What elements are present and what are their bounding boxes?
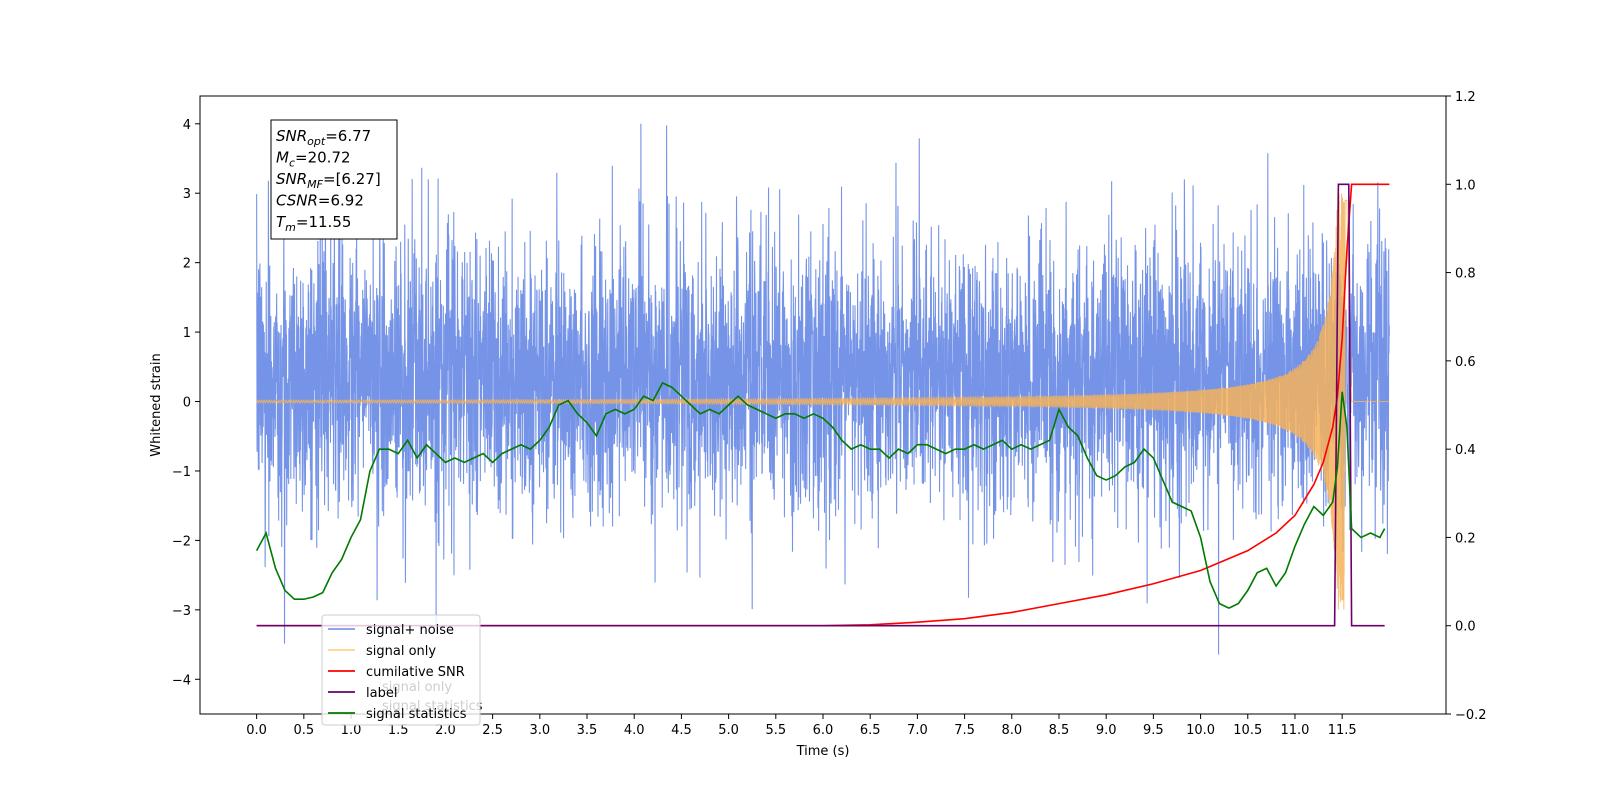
x-tick-label: 6.0 bbox=[813, 723, 834, 738]
y-tick-label: 1 bbox=[183, 326, 191, 341]
x-tick-label: 8.5 bbox=[1049, 723, 1070, 738]
x-tick-label: 5.5 bbox=[765, 723, 786, 738]
x-tick-label: 7.5 bbox=[954, 723, 975, 738]
y-axis-label: Whitened strain bbox=[149, 353, 164, 456]
x-tick-label: 5.0 bbox=[718, 723, 739, 738]
signal-series bbox=[256, 193, 1390, 610]
y-axis-right: −0.2 0.0 0.2 0.4 0.6 0.8 1.0 1.2 bbox=[1446, 90, 1487, 723]
x-tick-label: 9.5 bbox=[1143, 723, 1164, 738]
y2-tick-label: 1.2 bbox=[1455, 90, 1476, 105]
y2-tick-label: 0.4 bbox=[1455, 443, 1476, 458]
annotation-line: Mc=20.72 bbox=[276, 149, 351, 170]
x-tick-label: 2.5 bbox=[482, 723, 503, 738]
x-tick-label: 11.0 bbox=[1280, 723, 1309, 738]
noise-series bbox=[256, 123, 1390, 655]
annotation-line: Tm=11.55 bbox=[276, 213, 351, 234]
x-tick-label: 11.5 bbox=[1328, 723, 1357, 738]
x-tick-label: 10.5 bbox=[1233, 723, 1262, 738]
y-tick-label: −1 bbox=[172, 465, 191, 480]
x-tick-label: 10.0 bbox=[1186, 723, 1215, 738]
x-tick-label: 8.0 bbox=[1001, 723, 1022, 738]
y-tick-label: −3 bbox=[172, 604, 191, 619]
x-tick-label: 4.0 bbox=[624, 723, 645, 738]
x-tick-label: 1.0 bbox=[341, 723, 362, 738]
x-axis-label: Time (s) bbox=[796, 744, 850, 759]
x-tick-label: 0.5 bbox=[293, 723, 314, 738]
y2-tick-label: 0.0 bbox=[1455, 620, 1476, 635]
x-tick-label: 3.0 bbox=[529, 723, 550, 738]
annotation-frame bbox=[270, 119, 398, 240]
signal-statistics-line bbox=[255, 381, 1386, 609]
signal-trace bbox=[256, 193, 1390, 610]
annotation-line: SNRMF=[6.27] bbox=[276, 170, 381, 191]
annotation-line: CSNR=6.92 bbox=[276, 192, 364, 210]
y2-tick-label: 0.8 bbox=[1455, 267, 1476, 282]
cumulative-snr-line bbox=[256, 183, 1390, 627]
x-tick-label: 0.0 bbox=[246, 723, 267, 738]
x-tick-label: 4.5 bbox=[671, 723, 692, 738]
legend-entry: signal only bbox=[366, 644, 436, 659]
annotation-line: SNRopt=6.77 bbox=[276, 127, 371, 148]
x-tick-label: 6.5 bbox=[860, 723, 881, 738]
y2-tick-label: −0.2 bbox=[1455, 708, 1487, 723]
y2-tick-label: 0.2 bbox=[1455, 531, 1476, 546]
y-tick-label: 0 bbox=[183, 396, 191, 411]
x-tick-label: 3.5 bbox=[577, 723, 598, 738]
y-tick-label: −2 bbox=[172, 534, 191, 549]
noise-trace bbox=[256, 123, 1390, 655]
legend-entry: label bbox=[366, 686, 397, 701]
y2-tick-label: 1.0 bbox=[1455, 178, 1476, 193]
y-axis-left: −4 −3 −2 −1 0 1 2 3 4 bbox=[172, 118, 200, 688]
legend-entry: signal+ noise bbox=[366, 623, 454, 638]
legend: signal only signal statistics signal+ nois… bbox=[321, 614, 483, 726]
series-lines bbox=[255, 183, 1390, 627]
legend-entry: signal statistics bbox=[366, 707, 467, 722]
y2-tick-label: 0.6 bbox=[1455, 355, 1476, 370]
legend-frame bbox=[321, 614, 481, 726]
y-tick-label: 4 bbox=[183, 118, 191, 133]
x-tick-label: 2.0 bbox=[435, 723, 456, 738]
x-axis: 0.0 0.5 1.0 1.5 2.0 2.5 3.0 3.5 4.0 4.5 5.0 5.5 6.0 6… bbox=[246, 714, 1357, 738]
y-tick-label: −4 bbox=[172, 673, 191, 688]
annotation-box: SNRopt=6.77Mc=20.72SNRMF=[6.27]CSNR=6.92… bbox=[270, 119, 398, 240]
legend-entry: cumilative SNR bbox=[366, 665, 465, 680]
y-tick-label: 3 bbox=[183, 187, 191, 202]
x-tick-label: 7.0 bbox=[907, 723, 928, 738]
label-line bbox=[256, 183, 1385, 627]
x-tick-label: 9.0 bbox=[1096, 723, 1117, 738]
x-tick-label: 1.5 bbox=[388, 723, 409, 738]
y-tick-label: 2 bbox=[183, 257, 191, 272]
